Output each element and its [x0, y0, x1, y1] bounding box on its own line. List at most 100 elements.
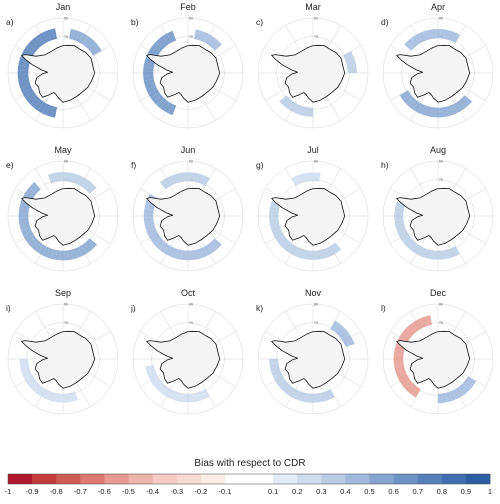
bias-region — [447, 30, 455, 41]
bias-region — [19, 220, 30, 227]
bias-region — [291, 389, 299, 399]
bias-region — [295, 174, 303, 185]
colorbar-tick-label: -0.3 — [170, 487, 183, 496]
bias-region — [418, 31, 427, 42]
bias-region — [274, 232, 285, 241]
bias-region — [461, 382, 471, 392]
colorbar-cell — [8, 474, 33, 484]
bias-region — [31, 240, 41, 251]
bias-region — [458, 384, 468, 395]
colorbar-tick-label: -0.9 — [26, 487, 39, 496]
bias-region — [18, 217, 29, 223]
latitude-label: 70 — [189, 321, 193, 325]
bias-region — [46, 391, 54, 401]
antarctica-landmass — [396, 187, 471, 246]
bias-region — [419, 316, 428, 328]
bias-region — [446, 105, 454, 117]
bias-region — [210, 39, 220, 49]
bias-region — [450, 32, 459, 43]
bias-region — [163, 177, 172, 188]
bias-region — [31, 383, 41, 393]
latitude-label: 70 — [64, 35, 68, 39]
bias-region — [270, 200, 281, 208]
colorbar-tick-label: 0.8 — [437, 487, 447, 496]
bias-region — [19, 224, 31, 232]
latitude-label: 70 — [64, 321, 68, 325]
bias-region — [146, 227, 157, 236]
colorbar-tick-label: 0.5 — [364, 487, 374, 496]
bias-region — [323, 390, 331, 401]
bias-region — [199, 174, 208, 185]
colorbar-cell — [128, 474, 153, 484]
bias-region — [411, 387, 421, 398]
bias-region — [202, 389, 210, 399]
bias-region — [188, 393, 193, 403]
bias-region — [269, 214, 279, 220]
bias-region — [203, 176, 210, 186]
bias-region — [191, 392, 198, 403]
bias-region — [397, 373, 408, 382]
bias-region — [402, 379, 413, 389]
bias-region — [463, 379, 474, 389]
antarctica-landmass — [271, 44, 346, 103]
bias-region — [311, 250, 317, 260]
bias-region — [395, 202, 406, 209]
colorbar-tick-label: -0.1 — [218, 487, 231, 496]
bias-region — [439, 107, 445, 118]
bias-region — [306, 250, 312, 260]
bias-region — [394, 366, 406, 373]
bias-region — [42, 389, 51, 400]
bias-region — [282, 240, 292, 251]
bias-region — [291, 176, 299, 186]
bias-region — [212, 238, 222, 248]
bias-region — [441, 392, 448, 403]
colorbar-tick-label: 1 — [488, 487, 492, 496]
bias-region — [143, 66, 154, 72]
colorbar-cell — [273, 474, 298, 484]
bias-region — [43, 30, 52, 42]
bias-region — [21, 227, 32, 236]
bias-region — [59, 250, 65, 261]
bias-region — [206, 243, 216, 254]
bias-region — [302, 249, 309, 260]
bias-region — [398, 230, 408, 238]
bias-region — [33, 99, 44, 111]
bias-region — [26, 187, 37, 197]
colorbar-cell — [393, 474, 418, 484]
panel-label: a) — [6, 17, 14, 27]
bias-region — [56, 172, 62, 182]
colorbar: Bias with respect to CDR -1 -0.9 -0.8 -0.7-… — [5, 458, 492, 496]
bias-region — [84, 240, 94, 251]
bias-region — [347, 68, 357, 73]
bias-region — [87, 185, 97, 194]
bias-region — [415, 318, 424, 329]
bias-region — [180, 250, 186, 261]
bias-region — [428, 249, 435, 260]
bias-region — [203, 245, 212, 256]
bias-region — [438, 250, 443, 260]
bias-region — [81, 243, 91, 254]
bias-region — [194, 29, 201, 40]
panel-grid: Jana)607080Febb)607080Marc)607080Aprd)60… — [6, 2, 494, 415]
panel-label: e) — [6, 160, 14, 170]
bias-region — [269, 362, 280, 369]
panel-label: k) — [256, 303, 263, 313]
bias-region — [293, 247, 302, 258]
bias-region — [408, 384, 418, 395]
bias-region — [166, 389, 174, 399]
bias-region — [410, 35, 420, 46]
bias-region — [269, 209, 279, 215]
bias-region — [35, 385, 44, 396]
bias-region — [400, 91, 411, 101]
bias-region — [72, 30, 80, 41]
bias-region — [59, 393, 65, 403]
bias-region — [153, 237, 164, 247]
bias-region — [67, 392, 74, 403]
panel-title: Aug — [430, 145, 446, 155]
bias-region — [283, 98, 293, 109]
bias-region — [72, 173, 80, 184]
bias-region — [406, 97, 416, 108]
colorbar-title: Bias with respect to CDR — [194, 458, 305, 469]
bias-region — [144, 220, 155, 227]
